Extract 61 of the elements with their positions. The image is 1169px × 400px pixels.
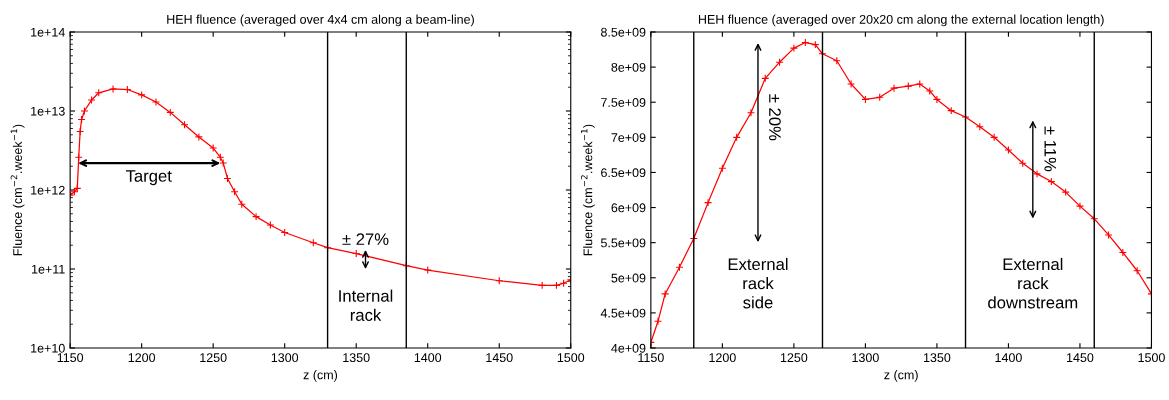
y-tick-label: 7e+09 — [611, 133, 646, 142]
y-tick-label: 1e+11 — [32, 264, 65, 274]
annotation: Internal rack — [339, 289, 393, 321]
x-tick-label: 1400 — [414, 353, 442, 363]
x-tick-label: 1450 — [486, 353, 513, 363]
point — [423, 266, 432, 275]
point — [219, 158, 228, 167]
y-tick-label: 4e+09 — [611, 343, 646, 353]
annotation: ± 27% — [342, 233, 389, 245]
x-tick-label: 1300 — [852, 353, 879, 363]
y-axis-title: Fluence (cm$^{−2}$.week$^{−1}$) — [10, 124, 25, 256]
annotation: External rack downstream — [988, 257, 1078, 309]
chart-title: HEH fluence (averaged over 20x20 cm along the external location length) — [698, 14, 1104, 27]
y-tick-label: 1e+10 — [31, 343, 65, 353]
y-tick-label: 7.5e+09 — [601, 98, 646, 107]
point — [653, 317, 663, 326]
x-tick-label: 1450 — [1067, 353, 1094, 363]
annotation: ± 11% — [1044, 126, 1057, 172]
y-tick-label: 1e+13 — [31, 106, 65, 116]
y-tick-label: 6.5e+09 — [601, 168, 646, 178]
x-tick-label: 1200 — [709, 353, 736, 363]
x-tick-label: 1200 — [128, 353, 156, 363]
x-tick-label: 1400 — [995, 353, 1022, 363]
point — [746, 108, 756, 117]
point — [209, 143, 218, 153]
point — [1075, 202, 1084, 211]
point — [266, 221, 275, 230]
x-tick-label: 1500 — [1138, 353, 1165, 363]
annotation: Target — [125, 170, 172, 186]
x-tick-label: 1150 — [638, 353, 664, 363]
x-tick-label: 1350 — [923, 353, 951, 363]
y-tick-label: 4.5e+09 — [600, 308, 646, 318]
point — [1033, 169, 1042, 178]
x-tick-label: 1300 — [271, 353, 299, 363]
point — [925, 86, 934, 96]
y-tick-label: 1e+14 — [31, 27, 65, 37]
point — [915, 79, 924, 88]
point — [1004, 145, 1013, 155]
point — [109, 84, 118, 94]
y-tick-label: 6e+09 — [611, 203, 646, 213]
point — [151, 97, 160, 107]
point — [847, 79, 856, 88]
x-tick-label: 1250 — [780, 353, 808, 363]
point — [80, 106, 89, 116]
point — [889, 84, 899, 93]
y-tick-label: 8.5e+09 — [601, 27, 646, 37]
y-axis-title: Fluence (cm$^{−2}$.week$^{−1}$) — [580, 124, 595, 256]
x-tick-label: 1150 — [57, 353, 84, 363]
y-tick-label: 5e+09 — [611, 273, 646, 283]
annotation: ± 20% — [769, 94, 781, 141]
x-tick-label: 1500 — [557, 353, 585, 363]
x-axis-title: z (cm) — [303, 370, 338, 382]
x-tick-label: 1250 — [200, 353, 227, 363]
point — [87, 95, 96, 104]
x-tick-label: 1350 — [343, 353, 370, 363]
annotation: External rack side — [728, 257, 788, 309]
y-tick-label: 5.5e+09 — [600, 238, 646, 248]
x-axis-title: z (cm) — [884, 370, 918, 382]
y-tick-label: 1e+12 — [31, 185, 65, 195]
chart-title: HEH fluence (averaged over 4x4 cm along a beam-line) — [167, 14, 474, 27]
y-tick-label: 8e+09 — [611, 62, 646, 72]
